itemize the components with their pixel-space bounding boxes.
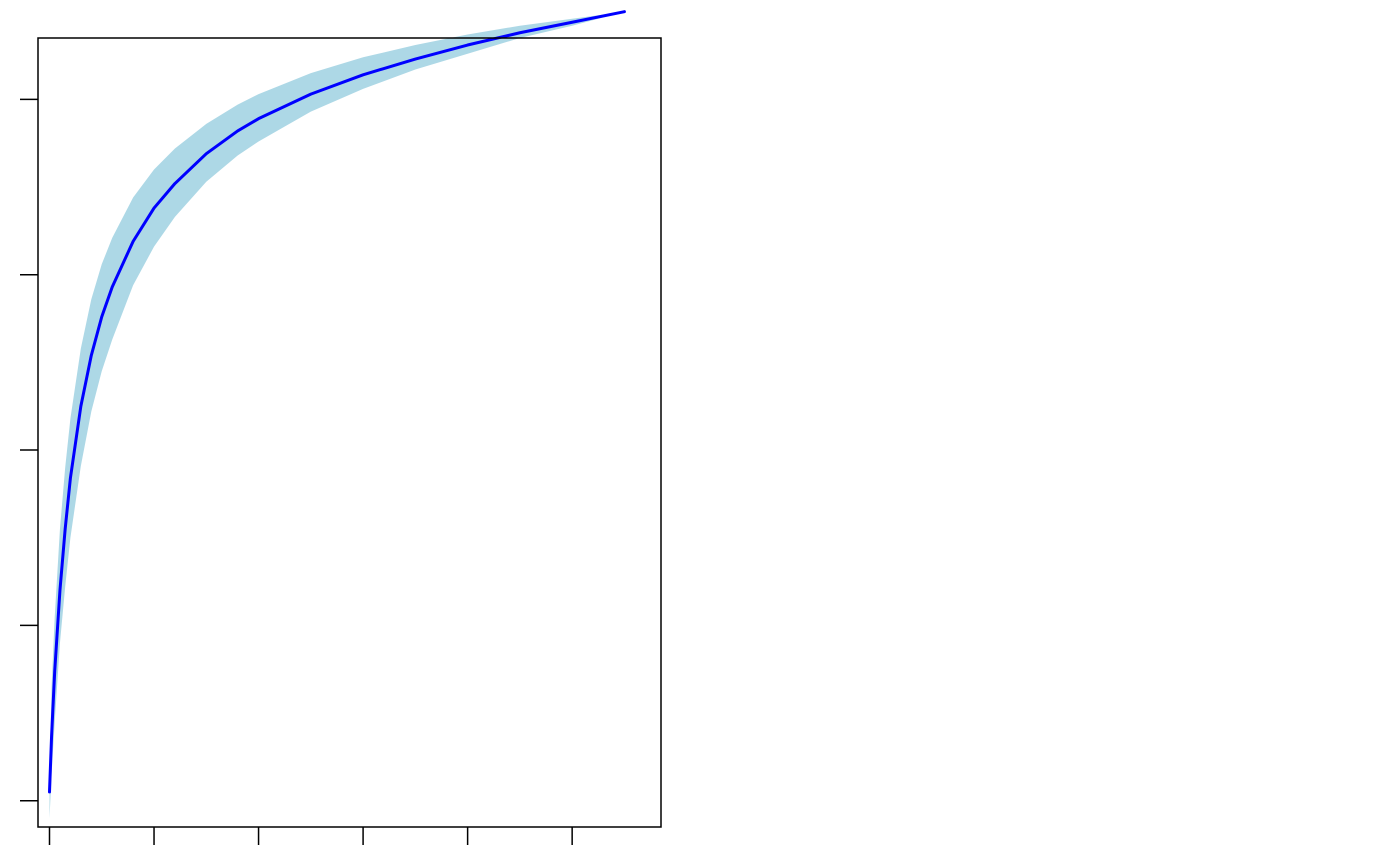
x-axis-ticks [48, 827, 573, 845]
y-axis-ticks [20, 98, 38, 802]
mean-line-layer [47, 10, 626, 794]
confidence-band [49, 11, 625, 819]
plot-frame [37, 37, 662, 828]
mean-line [47, 10, 626, 794]
confidence-band-layer [49, 11, 625, 819]
